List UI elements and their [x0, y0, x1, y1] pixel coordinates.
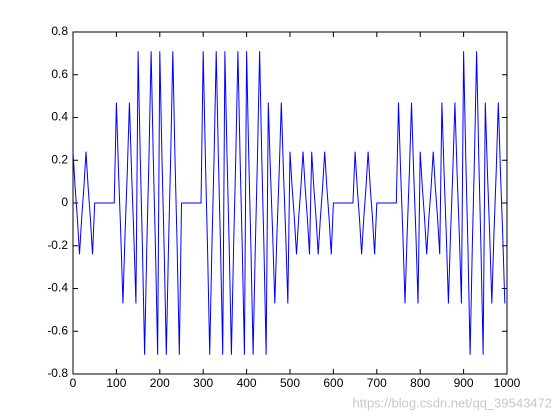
x-tick-label: 200 [150, 376, 170, 390]
x-tick-label: 500 [280, 376, 300, 390]
x-tick-label: 0 [70, 376, 77, 390]
x-tick-label: 900 [454, 376, 474, 390]
y-tick-label: 0.8 [51, 24, 68, 38]
y-tick-label: 0.6 [51, 67, 68, 81]
y-tick-label: 0 [61, 195, 68, 209]
x-tick-label: 600 [323, 376, 343, 390]
x-tick-label: 100 [106, 376, 126, 390]
y-tick-label: -0.6 [47, 323, 68, 337]
y-tick-label: 0.2 [51, 152, 68, 166]
watermark: https://blog.csdn.net/qq_39543472 [353, 395, 553, 410]
x-tick-label: 800 [410, 376, 430, 390]
y-tick-label: -0.4 [47, 281, 68, 295]
y-tick-label: -0.8 [47, 366, 68, 380]
x-tick-label: 700 [367, 376, 387, 390]
x-tick-label: 300 [193, 376, 213, 390]
x-tick-label: 1000 [494, 376, 521, 390]
y-tick-label: 0.4 [51, 110, 68, 124]
x-tick-label: 400 [237, 376, 257, 390]
y-tick-label: -0.2 [47, 238, 68, 252]
signal-line [72, 51, 506, 355]
